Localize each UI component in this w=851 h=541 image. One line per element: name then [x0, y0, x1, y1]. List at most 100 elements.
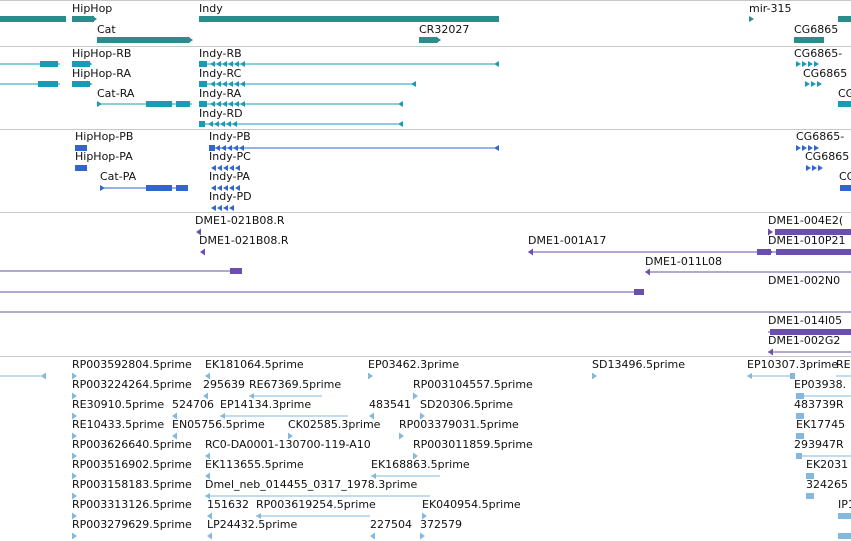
clone-glyph[interactable]	[768, 228, 773, 236]
est-label[interactable]: RC0-DA0001-130700-119-A10	[205, 438, 371, 451]
est-glyph[interactable]	[288, 432, 293, 440]
est-label[interactable]: RP003011859.5prime	[413, 438, 533, 451]
est-glyph[interactable]	[72, 492, 77, 500]
transcript-chevron[interactable]	[802, 61, 807, 67]
transcript-chevron[interactable]	[210, 81, 215, 87]
protein-chevron[interactable]	[796, 145, 801, 151]
clone-strand-arrow[interactable]	[528, 248, 533, 256]
clone-glyph-exon[interactable]	[634, 289, 644, 295]
protein-chevron[interactable]	[229, 185, 234, 191]
clone-label[interactable]: DME1-010P21	[768, 234, 846, 247]
est-label[interactable]: RP003619254.5prime	[256, 498, 376, 511]
est-strand-arrow[interactable]	[747, 373, 752, 379]
est-label[interactable]: SD20306.5prime	[420, 398, 513, 411]
est-strand-arrow[interactable]	[256, 513, 261, 519]
transcript-chevron[interactable]	[210, 61, 215, 67]
transcript-label[interactable]: Indy-RD	[199, 107, 243, 120]
est-label[interactable]: EK040954.5prime	[422, 498, 521, 511]
protein-glyph-hiphop-pb[interactable]	[75, 145, 87, 151]
transcript-chevron[interactable]	[222, 101, 227, 107]
protein-label[interactable]: Indy-PB	[209, 130, 251, 143]
protein-label[interactable]: HipHop-PB	[75, 130, 134, 143]
transcript-chevron[interactable]	[232, 121, 237, 127]
est-label[interactable]: RE30910.5prime	[72, 398, 165, 411]
gene-label-cr32027[interactable]: CR32027	[419, 23, 470, 36]
est-label[interactable]: RP003279629.5prime	[72, 518, 192, 531]
est-glyph[interactable]	[806, 493, 814, 499]
transcript-chevron[interactable]	[228, 101, 233, 107]
est-glyph[interactable]	[205, 452, 210, 460]
transcript-strand-arrow[interactable]	[398, 121, 403, 127]
est-label[interactable]: RP003379031.5prime	[399, 418, 519, 431]
est-label[interactable]: RE10433.5prime	[72, 418, 165, 431]
protein-chevron[interactable]	[223, 185, 228, 191]
transcript-label[interactable]: HipHop-RA	[72, 67, 131, 80]
transcript-chevron[interactable]	[216, 61, 221, 67]
clone-strand-arrow[interactable]	[645, 268, 650, 276]
clone-label[interactable]: DME1-021B08.R	[195, 214, 285, 227]
est-glyph[interactable]	[422, 512, 427, 520]
est-glyph[interactable]	[205, 472, 210, 480]
clone-label[interactable]: DME1-001A17	[528, 234, 607, 247]
est-label[interactable]: 372579	[420, 518, 462, 531]
est-label[interactable]: RE67369.5prime	[249, 378, 342, 391]
gene-label-mir-315[interactable]: mir-315	[749, 2, 792, 15]
gene-label-indy[interactable]: Indy	[199, 2, 223, 15]
protein-chevron[interactable]	[802, 145, 807, 151]
transcript-glyph[interactable]	[838, 101, 851, 107]
est-label[interactable]: 295639	[203, 378, 245, 391]
transcript-chevron[interactable]	[210, 101, 215, 107]
gene-glyph-mir-315[interactable]	[749, 16, 754, 22]
transcript-chevron[interactable]	[208, 121, 213, 127]
protein-chevron[interactable]	[229, 165, 234, 171]
est-label[interactable]: EP03462.3prime	[368, 358, 460, 371]
transcript-label[interactable]: Cat-RA	[97, 87, 135, 100]
transcript-chevron[interactable]	[220, 121, 225, 127]
protein-chevron[interactable]	[806, 165, 811, 171]
gene-label-cat[interactable]: Cat	[97, 23, 116, 36]
est-label[interactable]: 293947R	[794, 438, 844, 451]
clone-glyph[interactable]	[776, 249, 851, 255]
transcript-chevron[interactable]	[228, 81, 233, 87]
est-label[interactable]: SD13496.5prime	[592, 358, 685, 371]
clone-glyph[interactable]	[775, 229, 851, 235]
transcript-chevron[interactable]	[234, 101, 239, 107]
protein-label[interactable]: Cat-PA	[100, 170, 137, 183]
est-label[interactable]: 324265	[806, 478, 848, 491]
transcript-chevron[interactable]	[240, 61, 245, 67]
gene-strand-arrow[interactable]	[92, 15, 97, 23]
transcript-chevron[interactable]	[805, 81, 810, 87]
est-label[interactable]: EP10307.3prime	[747, 358, 839, 371]
est-label[interactable]: LP24432.5prime	[207, 518, 298, 531]
est-glyph[interactable]	[72, 432, 77, 440]
est-glyph[interactable]	[413, 452, 418, 460]
est-label[interactable]: RP003104557.5prime	[413, 378, 533, 391]
transcript-label[interactable]: Indy-RB	[199, 47, 242, 60]
protein-chevron[interactable]	[227, 145, 232, 151]
transcript-glyph-exon[interactable]	[38, 81, 52, 87]
est-glyph[interactable]	[420, 532, 425, 540]
est-strand-arrow[interactable]	[41, 372, 46, 380]
transcript-glyph-hiphop-ra-exon[interactable]	[72, 81, 90, 87]
transcript-label[interactable]: CG	[838, 87, 851, 100]
est-label[interactable]: EP14134.3prime	[220, 398, 312, 411]
est-glyph[interactable]	[72, 512, 77, 520]
transcript-glyph-exon[interactable]	[52, 81, 58, 87]
gene-label-hiphop[interactable]: HipHop	[72, 2, 113, 15]
gene-glyph-indy[interactable]	[199, 16, 499, 22]
transcript-chevron[interactable]	[808, 61, 813, 67]
clone-label[interactable]: DME1-011L08	[645, 255, 722, 268]
clone-glyph[interactable]	[200, 248, 205, 256]
transcript-glyph-indy-ra-exon[interactable]	[199, 101, 207, 107]
transcript-chevron[interactable]	[240, 81, 245, 87]
est-glyph[interactable]	[796, 453, 802, 459]
protein-chevron[interactable]	[235, 185, 240, 191]
protein-chevron[interactable]	[211, 185, 216, 191]
protein-glyph-hiphop-pa[interactable]	[75, 165, 87, 171]
est-glyph[interactable]	[172, 412, 177, 420]
protein-glyph-cat-pa-exon[interactable]	[146, 185, 172, 191]
est-glyph-exon[interactable]	[790, 373, 795, 379]
protein-chevron[interactable]	[217, 165, 222, 171]
est-label[interactable]: RE5	[836, 358, 851, 371]
est-glyph[interactable]	[368, 372, 373, 380]
